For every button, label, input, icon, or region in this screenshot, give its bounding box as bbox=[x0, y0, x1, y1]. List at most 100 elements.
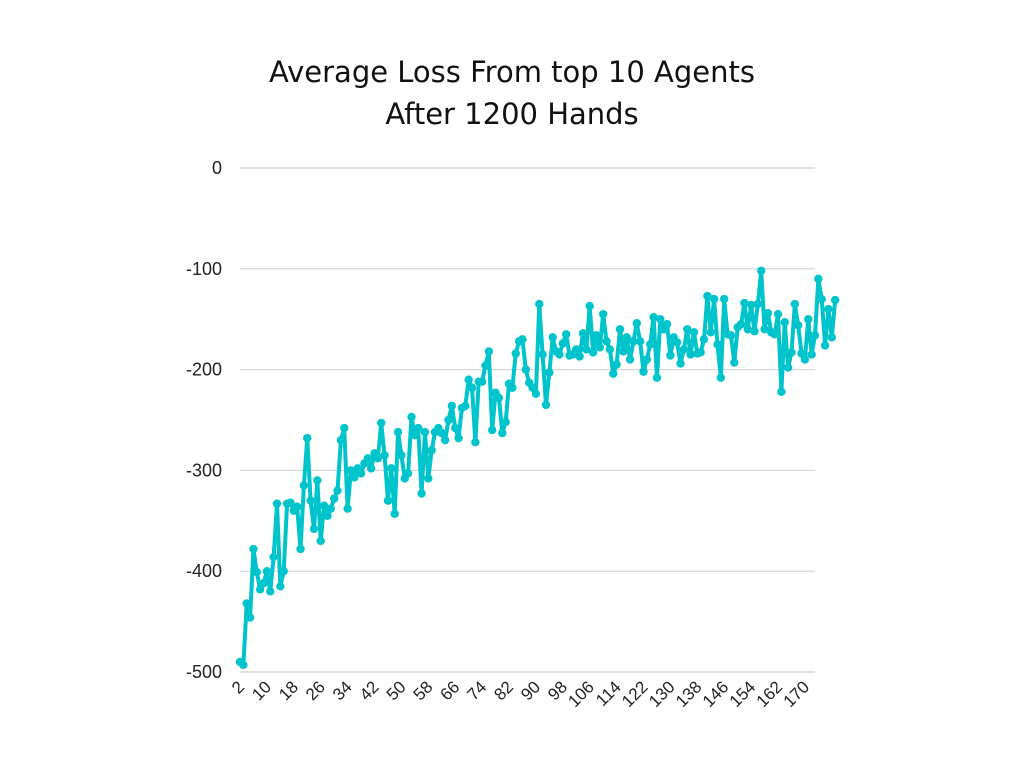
data-point bbox=[249, 544, 258, 554]
data-point bbox=[393, 427, 403, 437]
data-point bbox=[487, 425, 497, 435]
data-point bbox=[484, 347, 494, 356]
data-point bbox=[615, 325, 625, 334]
data-point bbox=[578, 329, 588, 338]
data-point bbox=[319, 501, 329, 510]
data-point bbox=[296, 544, 305, 554]
data-point bbox=[760, 325, 769, 334]
data-point bbox=[356, 469, 366, 478]
x-tick-label: 90 bbox=[517, 677, 544, 704]
data-point bbox=[323, 511, 332, 520]
data-point bbox=[753, 299, 763, 309]
data-point bbox=[336, 435, 346, 445]
data-point bbox=[726, 331, 736, 340]
y-tick-label: -300 bbox=[186, 460, 222, 480]
data-point bbox=[467, 383, 477, 392]
y-axis-ticks: 0 -100 -200 -300 -400 -500 bbox=[186, 158, 222, 682]
data-point bbox=[662, 320, 672, 329]
data-point bbox=[602, 337, 611, 346]
data-point bbox=[407, 412, 416, 422]
data-point bbox=[561, 330, 571, 339]
data-point bbox=[410, 430, 420, 440]
data-point bbox=[272, 499, 282, 508]
data-point bbox=[447, 401, 457, 411]
data-point bbox=[787, 348, 796, 357]
data-point bbox=[245, 613, 255, 622]
x-tick-label: 130 bbox=[645, 677, 678, 710]
data-point bbox=[592, 331, 601, 340]
data-point bbox=[316, 536, 325, 546]
x-tick-label: 162 bbox=[753, 677, 786, 710]
x-tick-label: 42 bbox=[356, 677, 383, 704]
data-point bbox=[454, 433, 463, 443]
data-point bbox=[743, 325, 752, 334]
data-point bbox=[763, 308, 773, 318]
data-point bbox=[239, 660, 248, 670]
data-point bbox=[252, 568, 262, 577]
data-point bbox=[346, 466, 356, 475]
data-point bbox=[612, 360, 621, 369]
data-point bbox=[276, 582, 285, 591]
data-point bbox=[830, 295, 840, 305]
x-tick-label: 34 bbox=[329, 677, 356, 704]
data-point bbox=[652, 373, 662, 382]
data-point bbox=[676, 359, 685, 368]
data-point bbox=[440, 435, 450, 445]
data-point bbox=[262, 567, 272, 576]
data-point bbox=[501, 417, 510, 427]
chart-title-line-2: After 1200 Hands bbox=[385, 97, 639, 131]
data-point bbox=[303, 433, 312, 443]
data-point bbox=[666, 351, 675, 360]
x-tick-label: 122 bbox=[618, 677, 651, 710]
data-point bbox=[780, 318, 789, 327]
data-point bbox=[639, 367, 648, 376]
y-tick-label: -400 bbox=[186, 561, 222, 581]
data-point bbox=[380, 451, 389, 460]
data-point bbox=[340, 423, 349, 433]
y-tick-label: -200 bbox=[186, 360, 222, 380]
data-point bbox=[420, 427, 430, 437]
data-point bbox=[424, 474, 433, 483]
data-point bbox=[699, 335, 709, 344]
data-point bbox=[716, 373, 726, 382]
x-tick-label: 82 bbox=[490, 677, 517, 704]
data-point bbox=[649, 312, 658, 322]
data-point bbox=[390, 509, 399, 518]
data-point bbox=[622, 333, 631, 342]
data-point bbox=[629, 337, 638, 346]
data-point bbox=[790, 299, 800, 309]
x-tick-label: 58 bbox=[410, 677, 437, 704]
data-point bbox=[242, 599, 251, 608]
data-point bbox=[313, 476, 322, 485]
data-point bbox=[605, 345, 615, 354]
data-point bbox=[403, 469, 413, 478]
data-point bbox=[498, 428, 507, 438]
data-point bbox=[417, 489, 426, 498]
data-point bbox=[686, 350, 695, 359]
x-tick-label: 18 bbox=[275, 677, 302, 704]
data-point bbox=[750, 327, 759, 336]
data-point bbox=[814, 274, 823, 284]
data-point bbox=[377, 418, 386, 428]
y-tick-label: 0 bbox=[212, 158, 222, 178]
x-tick-label: 26 bbox=[302, 677, 329, 704]
data-point bbox=[656, 315, 665, 324]
chart-title-line-1: Average Loss From top 10 Agents bbox=[268, 55, 755, 89]
data-point bbox=[444, 415, 453, 425]
data-point bbox=[824, 304, 833, 314]
data-point bbox=[817, 294, 826, 304]
data-point bbox=[387, 464, 396, 473]
data-point bbox=[279, 567, 288, 576]
data-point bbox=[464, 375, 473, 384]
data-point bbox=[373, 454, 383, 463]
x-tick-label: 138 bbox=[672, 677, 705, 710]
data-point bbox=[266, 587, 275, 596]
data-point bbox=[736, 320, 746, 329]
gridlines bbox=[240, 167, 815, 673]
data-point bbox=[730, 358, 739, 367]
x-tick-label: 146 bbox=[699, 677, 732, 710]
data-point bbox=[477, 377, 487, 386]
data-point bbox=[363, 454, 372, 463]
data-point bbox=[804, 315, 813, 324]
